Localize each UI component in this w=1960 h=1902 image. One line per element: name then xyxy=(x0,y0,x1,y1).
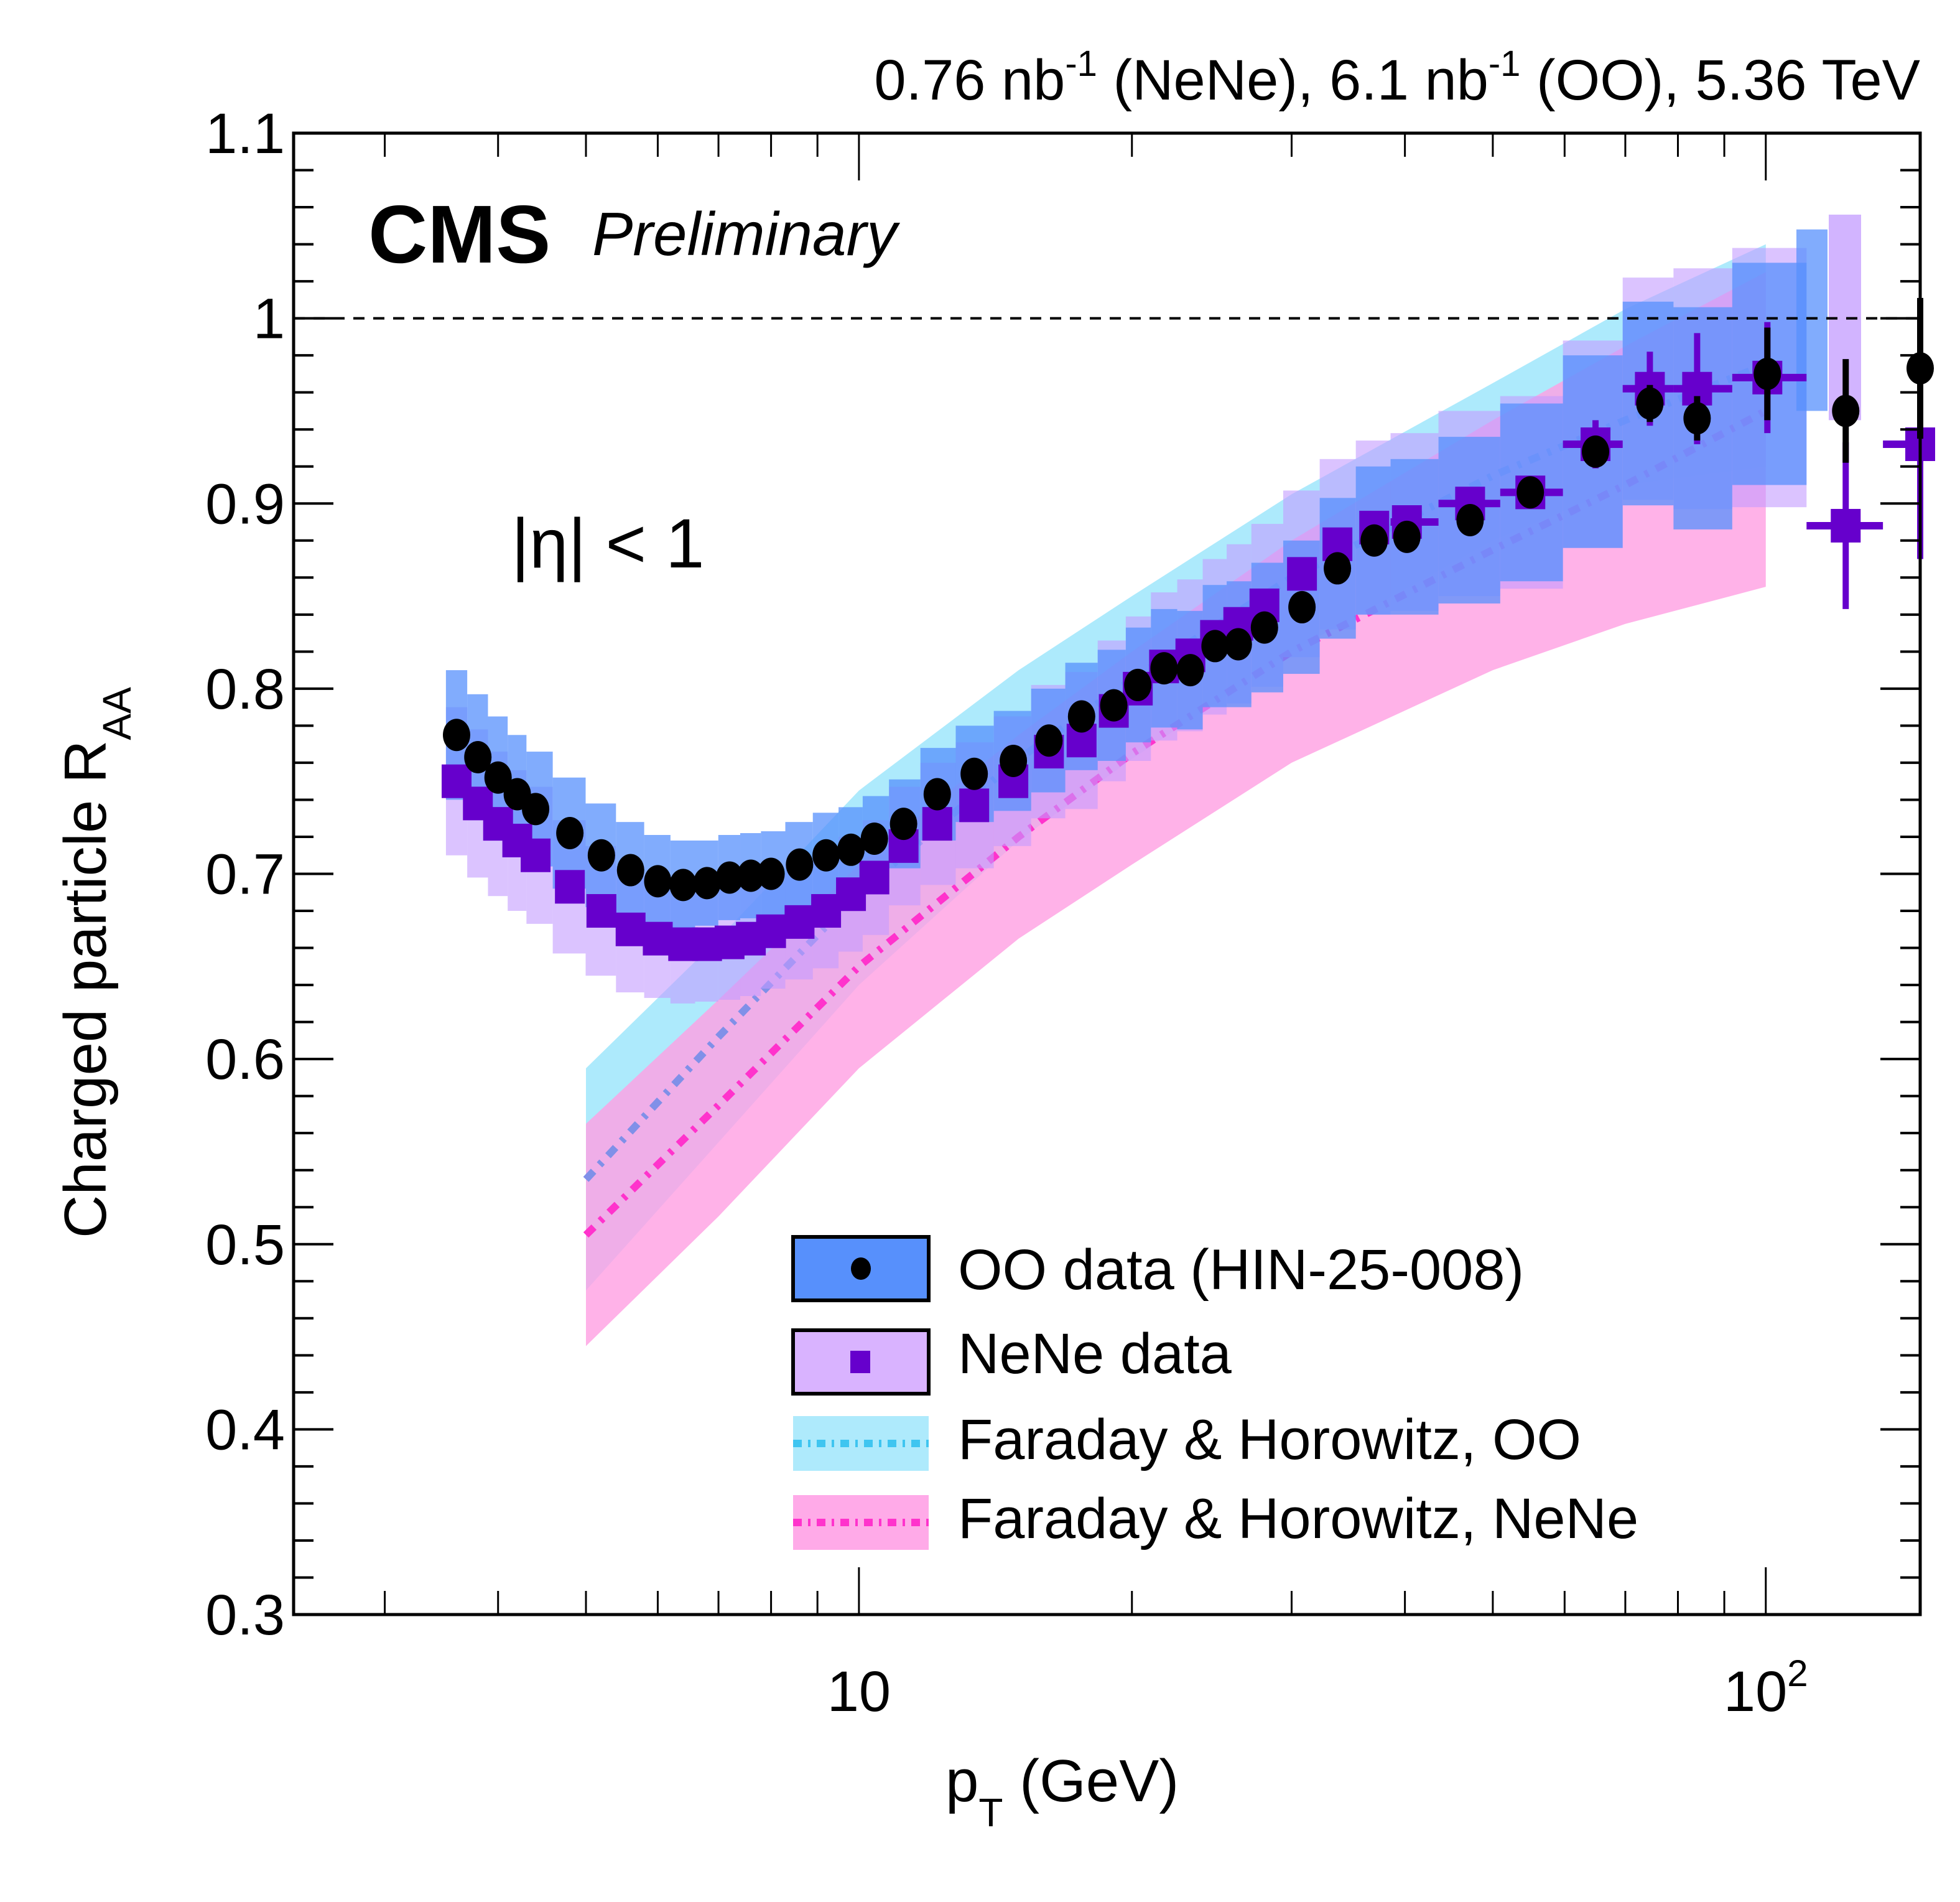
oo-marker xyxy=(1393,520,1421,553)
preliminary-label: Preliminary xyxy=(592,200,900,268)
oo-marker xyxy=(812,839,840,872)
oo-marker xyxy=(1250,611,1278,644)
y-tick-label: 0.5 xyxy=(205,1213,285,1277)
nene-marker xyxy=(859,860,889,895)
nene-marker xyxy=(959,788,990,823)
legend-label-fh-oo: Faraday & Horowitz, OO xyxy=(958,1408,1581,1471)
cms-label: CMS xyxy=(368,189,550,280)
oo-marker xyxy=(443,719,471,752)
oo-marker xyxy=(1000,744,1028,777)
legend-item-oo: OO data (HIN-25-008) xyxy=(791,1235,1524,1302)
legend-item-fh-nene: Faraday & Horowitz, NeNe xyxy=(793,1487,1638,1550)
oo-marker xyxy=(757,857,785,890)
nene-marker xyxy=(1287,557,1317,591)
nene-marker xyxy=(521,838,551,872)
legend-marker-square xyxy=(850,1351,870,1373)
y-tick-label: 0.3 xyxy=(205,1583,285,1647)
legend-item-fh-oo: Faraday & Horowitz, OO xyxy=(793,1408,1581,1471)
legend-item-nene: NeNe data xyxy=(791,1322,1232,1396)
oo-marker xyxy=(484,761,512,794)
oo-norm-box xyxy=(1796,229,1828,411)
oo-marker xyxy=(522,793,550,826)
oo-marker xyxy=(1582,435,1610,468)
legend-label-nene: NeNe data xyxy=(958,1322,1232,1386)
oo-marker xyxy=(644,865,672,898)
oo-marker xyxy=(1035,724,1063,757)
data-markers xyxy=(442,297,1935,961)
oo-marker xyxy=(1100,689,1128,722)
oo-marker xyxy=(786,848,814,881)
nene-marker xyxy=(586,894,616,928)
oo-marker xyxy=(669,869,697,902)
nene-marker xyxy=(756,914,786,948)
oo-marker xyxy=(1683,402,1711,435)
legend-swatch-fh-nene xyxy=(793,1495,929,1550)
tick-labels: 0.3 0.4 0.5 0.6 0.7 0.8 0.9 1 1.1 10 102 xyxy=(205,102,1808,1723)
oo-marker xyxy=(587,839,615,872)
x-axis-title: pT (GeV) xyxy=(945,1748,1179,1835)
legend-swatch-nene xyxy=(791,1328,931,1396)
y-tick-label: 0.9 xyxy=(205,472,285,536)
oo-marker xyxy=(1067,700,1095,733)
oo-marker xyxy=(693,867,721,900)
nene-marker xyxy=(811,894,842,928)
y-tick-label: 0.8 xyxy=(205,658,285,721)
nene-marker xyxy=(784,905,815,939)
legend-label-oo: OO data (HIN-25-008) xyxy=(958,1238,1524,1302)
oo-marker xyxy=(1201,630,1229,663)
nene-marker xyxy=(643,921,673,956)
y-tick-label: 0.6 xyxy=(205,1028,285,1091)
nene-marker xyxy=(922,807,952,841)
oo-marker xyxy=(1516,476,1544,509)
eta-selection-label: |η| < 1 xyxy=(511,505,704,582)
oo-marker xyxy=(1224,628,1252,661)
y-tick-label: 1 xyxy=(253,287,285,351)
oo-marker xyxy=(923,778,951,811)
oo-marker xyxy=(1753,357,1781,390)
y-tick-label: 0.4 xyxy=(205,1398,285,1461)
oo-marker xyxy=(860,822,888,855)
y-axis-title: Charged particle RAA xyxy=(52,687,139,1238)
oo-marker xyxy=(556,817,584,850)
oo-marker xyxy=(464,740,492,773)
legend: OO data (HIN-25-008) NeNe data Faraday &… xyxy=(791,1235,1638,1550)
oo-marker xyxy=(1324,552,1352,585)
oo-marker xyxy=(1150,652,1178,685)
legend-label-fh-nene: Faraday & Horowitz, NeNe xyxy=(958,1487,1638,1550)
oo-marker xyxy=(1288,590,1316,623)
oo-marker xyxy=(1360,524,1388,557)
oo-marker xyxy=(1124,668,1152,701)
x-tick-label: 102 xyxy=(1724,1653,1808,1723)
nene-marker xyxy=(1831,508,1861,543)
oo-marker xyxy=(960,757,988,790)
x-tick-label: 10 xyxy=(827,1660,891,1723)
oo-marker xyxy=(1456,504,1484,537)
oo-marker xyxy=(715,861,743,894)
y-tick-label: 0.7 xyxy=(205,843,285,907)
luminosity-label: 0.76 nb-1 (NeNe), 6.1 nb-1 (OO), 5.36 Te… xyxy=(874,44,1920,112)
legend-swatch-fh-oo xyxy=(793,1416,929,1471)
oo-marker xyxy=(1832,394,1860,427)
y-tick-label: 1.1 xyxy=(205,102,285,165)
tick-marks xyxy=(294,132,1920,1616)
legend-marker-circle xyxy=(851,1257,871,1280)
oo-marker xyxy=(737,859,765,892)
oo-marker xyxy=(1176,654,1204,687)
oo-marker xyxy=(889,808,917,841)
x-tick-exponent: 2 xyxy=(1787,1653,1808,1694)
oo-marker xyxy=(837,833,865,866)
nene-marker xyxy=(555,870,585,904)
oo-marker xyxy=(616,854,644,887)
oo-marker xyxy=(1636,387,1664,420)
nene-marker xyxy=(615,912,646,946)
